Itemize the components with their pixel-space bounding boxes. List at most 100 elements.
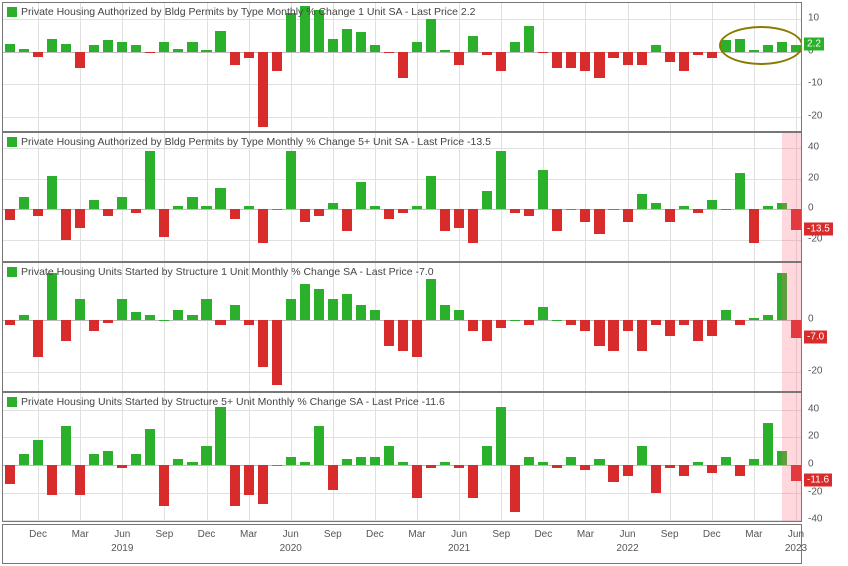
bar [159, 209, 169, 237]
legend-swatch [7, 7, 17, 17]
bar [286, 457, 296, 465]
bar [75, 52, 85, 68]
legend-text: Private Housing Units Started by Structu… [21, 266, 434, 278]
bar [580, 465, 590, 471]
bar [552, 52, 562, 68]
x-tick-year: 2022 [616, 543, 638, 554]
y-axis: 100-10-202.240200-20-13.50-20-7.040200-2… [804, 2, 848, 522]
bar [19, 454, 29, 465]
bar [594, 320, 604, 346]
bar [47, 176, 57, 210]
bar [524, 320, 534, 325]
bar [637, 194, 647, 209]
bar [145, 315, 155, 320]
bar [791, 320, 801, 338]
bar [370, 457, 380, 465]
bar [342, 29, 352, 52]
x-tick: Dec [198, 529, 216, 540]
bar [594, 209, 604, 233]
bar [693, 52, 703, 55]
bar [47, 465, 57, 495]
bar [524, 26, 534, 52]
annotation-ellipse [719, 26, 802, 65]
bar [103, 320, 113, 323]
bar [496, 151, 506, 209]
x-tick: Mar [408, 529, 425, 540]
bar [5, 209, 15, 220]
yaxis-panel-0: 100-10-202.2 [804, 2, 848, 132]
bar [707, 200, 717, 209]
x-tick-year: 2021 [448, 543, 470, 554]
bar [608, 52, 618, 59]
bar [623, 320, 633, 330]
bar [103, 40, 113, 51]
x-tick: Dec [534, 529, 552, 540]
y-tick: 0 [808, 314, 814, 325]
bar [159, 320, 169, 321]
panel-legend: Private Housing Units Started by Structu… [7, 266, 434, 278]
y-tick: -20 [808, 486, 822, 497]
panels-area: Private Housing Authorized by Bldg Permi… [2, 2, 802, 522]
legend-text: Private Housing Authorized by Bldg Permi… [21, 136, 491, 148]
x-tick: Jun [788, 529, 804, 540]
x-tick: Jun [114, 529, 130, 540]
highlight-column [782, 133, 802, 261]
bar [735, 173, 745, 210]
bar [651, 465, 661, 493]
bar [328, 39, 338, 52]
bar [749, 318, 759, 321]
bar [426, 19, 436, 52]
bar [426, 465, 436, 468]
bar [693, 462, 703, 465]
bar [608, 465, 618, 482]
bar [777, 203, 787, 209]
bar [145, 52, 155, 54]
bar [187, 315, 197, 320]
bar [244, 206, 254, 209]
bar [721, 209, 731, 210]
bar [244, 52, 254, 59]
bar [763, 45, 773, 52]
bar [314, 426, 324, 465]
bar [356, 457, 366, 465]
bar [300, 284, 310, 320]
bar [679, 206, 689, 209]
panel-2: Private Housing Units Started by Structu… [2, 262, 802, 392]
x-tick-year: 2020 [280, 543, 302, 554]
bar [201, 446, 211, 465]
bar [566, 209, 576, 210]
bar [510, 320, 520, 321]
legend-swatch [7, 397, 17, 407]
bar [679, 52, 689, 72]
bar [791, 209, 801, 230]
bar [230, 465, 240, 506]
bar [75, 299, 85, 320]
bar [412, 320, 422, 356]
yaxis-panel-1: 40200-20-13.5 [804, 132, 848, 262]
bar [791, 465, 801, 481]
bar [398, 52, 408, 78]
y-tick: 20 [808, 431, 819, 442]
panel-3: Private Housing Units Started by Structu… [2, 392, 802, 522]
bar [763, 206, 773, 209]
bar [173, 310, 183, 320]
yaxis-panel-3: 40200-20-40-11.6 [804, 392, 848, 522]
bar [580, 209, 590, 221]
bar [173, 49, 183, 52]
bar [777, 273, 787, 320]
bar [749, 209, 759, 243]
bar [286, 13, 296, 52]
bar [777, 451, 787, 465]
bar [117, 465, 127, 468]
bar [201, 299, 211, 320]
legend-swatch [7, 137, 17, 147]
bar [370, 310, 380, 320]
bar [33, 440, 43, 465]
bar [342, 209, 352, 230]
x-tick: Sep [324, 529, 342, 540]
bar [623, 209, 633, 221]
bar [566, 457, 576, 465]
x-tick: Jun [619, 529, 635, 540]
bar [665, 52, 675, 62]
bar [384, 446, 394, 465]
